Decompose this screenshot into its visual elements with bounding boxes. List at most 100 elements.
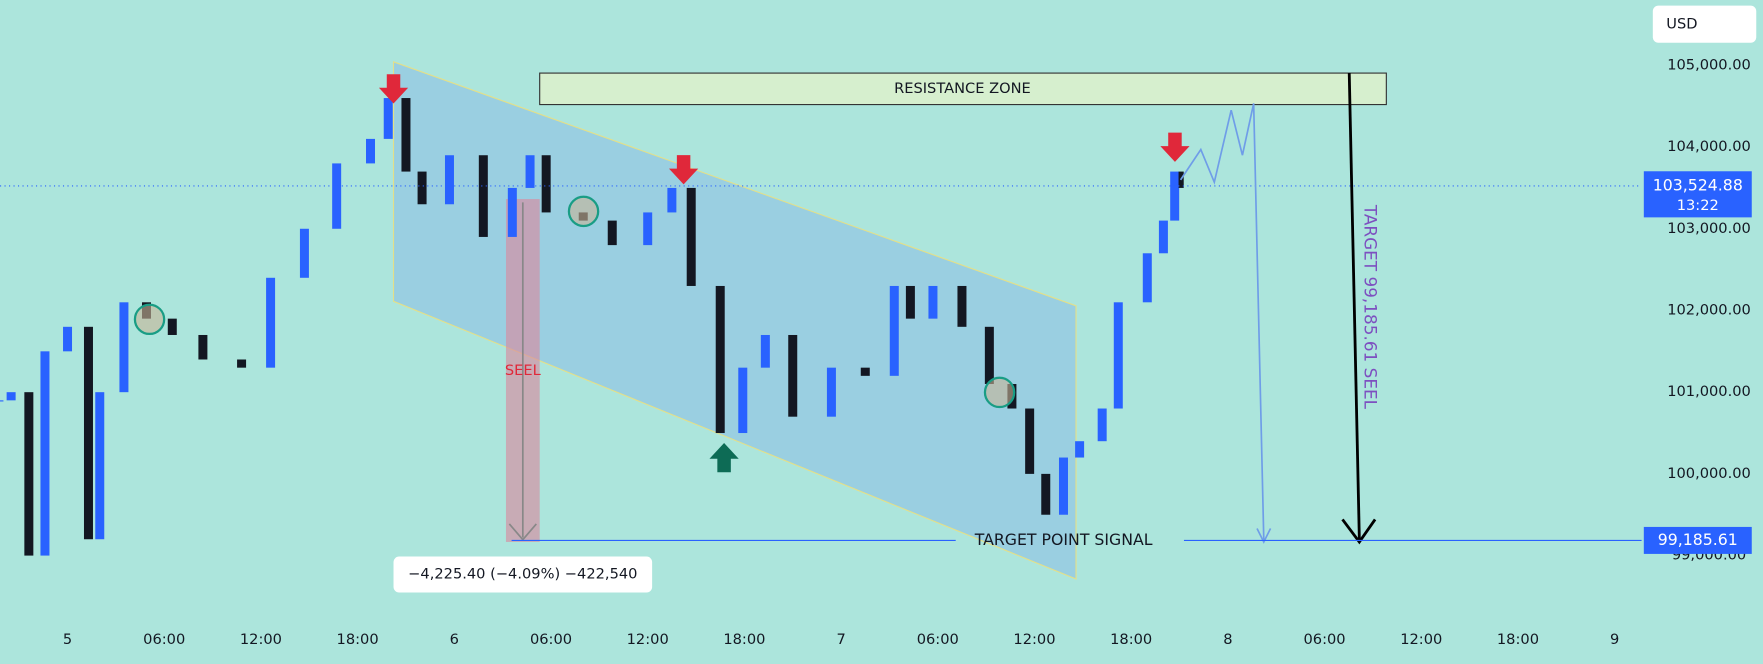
current-price-box [1643, 171, 1752, 218]
candle [889, 285, 899, 376]
resistance-zone [539, 72, 1387, 106]
candle [738, 367, 748, 434]
x-tick-label: 06:00 [1304, 631, 1346, 648]
candle [643, 212, 653, 246]
candle [826, 367, 836, 417]
current-price-label: 103,524.88 [1653, 175, 1743, 194]
target-price-box [1643, 526, 1752, 554]
candle [401, 98, 411, 172]
x-tick-label: 06:00 [530, 631, 572, 648]
candle [984, 326, 994, 385]
up-arrow [709, 442, 739, 473]
marks [0, 98, 1642, 556]
currency-label: USD [1666, 16, 1697, 33]
candle [119, 302, 129, 393]
candle [6, 392, 16, 401]
candle [167, 318, 177, 335]
red-arrows [378, 74, 1190, 185]
countdown-label: 13:22 [1677, 197, 1719, 214]
candle [444, 155, 454, 205]
x-tick-label: 12:00 [1013, 631, 1055, 648]
target-signal-label: TARGET POINT SIGNAL [974, 530, 1153, 549]
x-tick-label: 18:00 [1110, 631, 1152, 648]
candle [1170, 171, 1180, 221]
down-arrow [378, 74, 409, 104]
x-tick-label: 12:00 [627, 631, 669, 648]
sell-arrow-head [508, 523, 537, 541]
candle [541, 155, 551, 213]
down-arrow [668, 155, 699, 185]
candle [83, 326, 93, 540]
candle [686, 187, 696, 286]
x-tick-label: 5 [63, 631, 72, 648]
measure-tooltip [393, 556, 653, 593]
candle [957, 285, 967, 327]
target-arrow-head [1341, 518, 1377, 545]
x-tick-label: 6 [450, 631, 459, 648]
x-tick-label: 12:00 [240, 631, 282, 648]
candle [95, 392, 105, 540]
candle [332, 163, 342, 229]
x-tick-label: 8 [1223, 631, 1232, 648]
candle [366, 138, 376, 164]
candle [715, 285, 725, 434]
y-tick-label: 105,000.00 [1667, 56, 1751, 73]
candle [40, 351, 50, 556]
candle [63, 326, 73, 352]
candle [383, 98, 393, 139]
candle [478, 155, 488, 237]
candle [928, 285, 938, 319]
candle [237, 359, 247, 368]
measure-label: −4,225.40 (−4.09%) −422,540 [408, 566, 637, 583]
x-tick-label: 9 [1610, 631, 1619, 648]
candle [788, 334, 798, 417]
candle [525, 155, 535, 188]
down-arrow [1160, 132, 1190, 162]
candle [0, 400, 4, 402]
candle [1097, 408, 1107, 442]
resistance-label: RESISTANCE ZONE [894, 80, 1031, 97]
candle [1025, 408, 1035, 474]
x-tick-label: 12:00 [1400, 631, 1442, 648]
y-tick-label: 101,000.00 [1667, 383, 1751, 400]
target-vertical-label: TARGET 99,185.61 SEEL [1360, 204, 1380, 410]
projection [1179, 103, 1265, 540]
candle [24, 392, 34, 556]
y-tick-label: 103,000.00 [1667, 220, 1751, 237]
candle [507, 187, 517, 237]
candle [607, 220, 617, 246]
target-arrow [1347, 73, 1361, 540]
x-tick-label: 18:00 [1497, 631, 1539, 648]
candle [1142, 253, 1152, 303]
candle [266, 277, 276, 368]
candle [1113, 302, 1123, 409]
candle [760, 334, 770, 368]
candle [905, 285, 915, 319]
circle [983, 376, 1016, 409]
channel [392, 61, 1077, 580]
candle [860, 367, 870, 376]
candle [667, 187, 677, 213]
candle [198, 334, 208, 360]
currency-button[interactable] [1652, 5, 1757, 43]
sell-label: SEEL [505, 362, 542, 379]
x-tick-label: 06:00 [143, 631, 185, 648]
target-price-label: 99,185.61 [1658, 530, 1738, 549]
x-tick-label: 18:00 [723, 631, 765, 648]
projection-head [1256, 528, 1272, 544]
circle [567, 195, 600, 228]
x-tick-label: 7 [836, 631, 845, 648]
y-tick-label: 100,000.00 [1667, 465, 1751, 482]
circle [133, 303, 166, 336]
candle [1158, 220, 1168, 254]
y-tick-label: 104,000.00 [1667, 138, 1751, 155]
candle [299, 228, 309, 278]
candle [1075, 441, 1085, 458]
x-tick-label: 18:00 [337, 631, 379, 648]
candle [417, 171, 427, 205]
y-tick-label: 102,000.00 [1667, 301, 1751, 318]
circles [133, 195, 1016, 409]
candle [1041, 473, 1051, 515]
